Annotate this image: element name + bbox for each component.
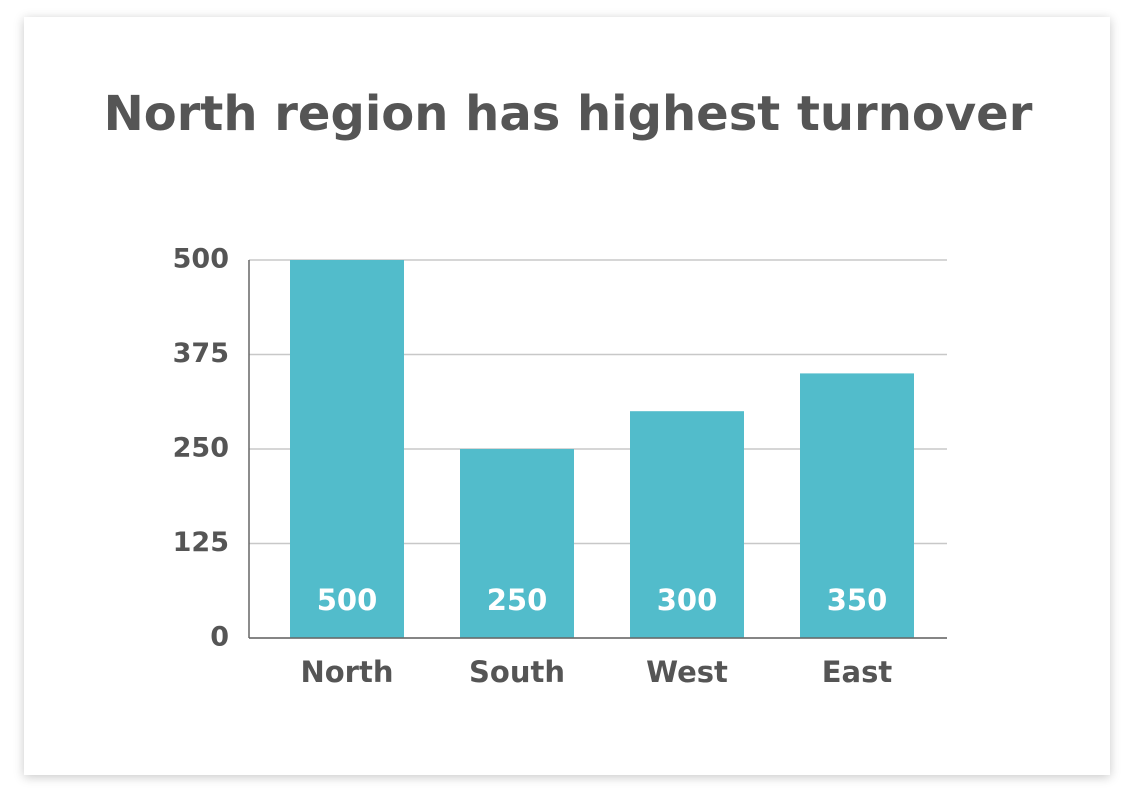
bar [460, 449, 574, 638]
x-tick-label: North [300, 655, 393, 689]
bar [800, 373, 914, 638]
value-label: 250 [487, 583, 548, 617]
y-tick-label: 125 [173, 527, 229, 558]
card [24, 17, 1110, 775]
x-tick-label: South [469, 655, 565, 689]
value-label: 350 [827, 583, 888, 617]
y-tick-label: 250 [173, 433, 229, 464]
bar [290, 260, 404, 638]
bar [630, 411, 744, 638]
x-tick-label: East [822, 655, 893, 689]
value-label: 500 [317, 583, 378, 617]
y-tick-label: 500 [173, 244, 229, 275]
value-label: 300 [657, 583, 718, 617]
y-tick-label: 375 [173, 338, 229, 369]
y-tick-label: 0 [210, 622, 229, 653]
x-tick-label: West [646, 655, 728, 689]
chart-title: North region has highest turnover [104, 86, 1033, 142]
